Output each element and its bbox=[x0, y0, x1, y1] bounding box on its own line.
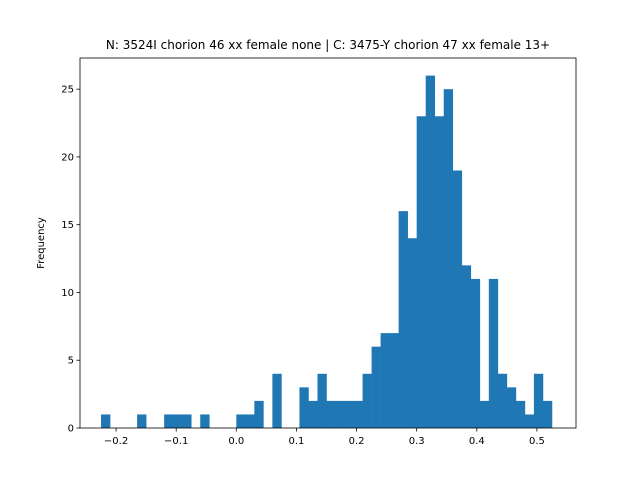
x-axis-ticks: −0.2 −0.1 0.0 0.1 0.2 0.3 0.4 0.5 bbox=[104, 428, 545, 447]
histogram-bar bbox=[542, 400, 553, 428]
histogram-bar bbox=[137, 414, 147, 428]
histogram-bar bbox=[317, 373, 327, 428]
histogram-bar bbox=[389, 333, 399, 428]
histogram-bar bbox=[416, 116, 426, 428]
y-tick-label: 0 bbox=[68, 424, 74, 435]
histogram-bar bbox=[182, 414, 192, 428]
x-tick-label: 0.1 bbox=[288, 436, 304, 447]
histogram-bar bbox=[524, 414, 535, 428]
x-tick-label: 0.3 bbox=[409, 436, 425, 447]
histogram-bars bbox=[101, 75, 553, 429]
x-tick-label: −0.2 bbox=[104, 436, 128, 447]
histogram-bar bbox=[506, 387, 517, 428]
x-tick-label: 0.2 bbox=[349, 436, 365, 447]
y-axis-ticks: 0 5 10 15 20 25 bbox=[61, 85, 80, 435]
histogram-bar bbox=[371, 346, 381, 428]
histogram-bar bbox=[380, 333, 390, 428]
histogram-bar bbox=[497, 373, 508, 428]
plot-area-frame bbox=[79, 57, 577, 429]
histogram-bar bbox=[461, 265, 472, 428]
histogram-bar bbox=[299, 387, 309, 428]
x-tick-label: 0.5 bbox=[529, 436, 545, 447]
histogram-bar bbox=[488, 278, 499, 428]
histogram-bar bbox=[200, 414, 210, 428]
histogram-bar bbox=[344, 400, 354, 428]
histogram-bar bbox=[272, 373, 282, 428]
histogram-bar bbox=[245, 414, 255, 428]
histogram-bar bbox=[101, 414, 111, 428]
histogram-bar bbox=[335, 400, 345, 428]
histogram-bar bbox=[308, 400, 318, 428]
histogram-bar bbox=[353, 400, 363, 428]
histogram-bar bbox=[254, 400, 264, 428]
histogram-bar bbox=[362, 373, 372, 428]
y-tick-label: 10 bbox=[61, 288, 74, 299]
histogram-bar bbox=[434, 116, 445, 428]
histogram-bar bbox=[407, 238, 417, 428]
histogram-bar bbox=[425, 75, 436, 429]
y-tick-label: 5 bbox=[68, 356, 74, 367]
chart-title: N: 3524I chorion 46 xx female none | C: … bbox=[106, 38, 550, 52]
histogram-bar bbox=[515, 400, 526, 428]
histogram-bar bbox=[326, 400, 336, 428]
y-tick-label: 25 bbox=[61, 85, 74, 96]
histogram-bar bbox=[236, 414, 246, 428]
x-tick-label: 0.4 bbox=[469, 436, 485, 447]
y-axis-label: Frequency bbox=[36, 217, 47, 269]
y-tick-label: 15 bbox=[61, 220, 74, 231]
histogram-bar bbox=[452, 170, 463, 429]
histogram-bar bbox=[533, 373, 544, 428]
x-tick-label: 0.0 bbox=[228, 436, 244, 447]
x-tick-label: −0.1 bbox=[164, 436, 188, 447]
histogram-bar bbox=[443, 89, 454, 429]
histogram-bar bbox=[479, 400, 490, 428]
histogram-bar bbox=[470, 278, 481, 428]
y-tick-label: 20 bbox=[61, 152, 74, 163]
histogram-bar bbox=[398, 211, 408, 428]
histogram-bar bbox=[173, 414, 183, 428]
histogram-bar bbox=[164, 414, 174, 428]
